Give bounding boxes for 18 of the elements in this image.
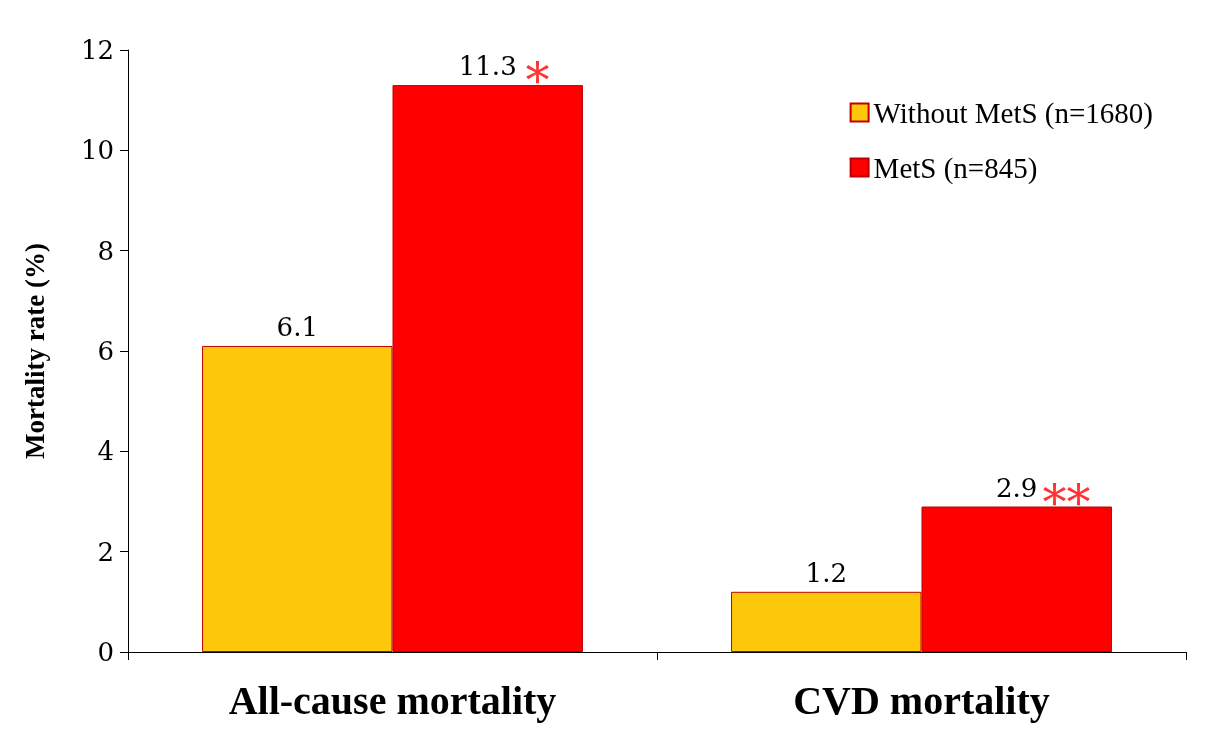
annotation: ** (1042, 473, 1091, 530)
y-tick-label: 8 (97, 235, 114, 266)
legend-label: MetS (n=845) (873, 151, 1038, 185)
y-tick-label: 12 (80, 35, 114, 65)
y-tick-label: 6 (97, 336, 114, 366)
data-label: 6.1 (276, 311, 318, 342)
y-axis-title: Mortality rate (%) (19, 243, 50, 459)
annotation: * (525, 52, 550, 109)
y-tick-label: 2 (97, 536, 114, 567)
y-tick-label: 4 (97, 436, 114, 467)
y-tick-label: 0 (97, 637, 114, 667)
data-label: 1.2 (805, 557, 847, 588)
legend-label: Without MetS (n=1680) (873, 96, 1154, 130)
x-tick-label: All-cause mortality (228, 677, 557, 723)
y-tick-label: 10 (80, 135, 114, 166)
data-label: 11.3 (458, 51, 517, 82)
data-label: 2.9 (996, 472, 1038, 503)
x-tick-label: CVD mortality (793, 677, 1050, 723)
